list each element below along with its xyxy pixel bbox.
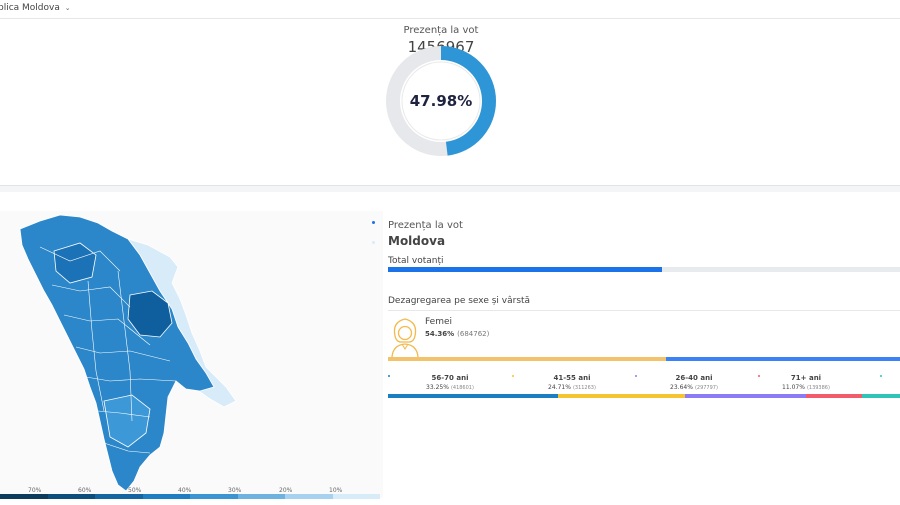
legend-dot	[372, 241, 375, 244]
divider	[388, 310, 900, 311]
age-group-stats: 33.25% (418601)	[395, 384, 505, 391]
age-group-0: 56-70 ani 33.25% (418601)	[395, 374, 505, 391]
age-bar-segment	[684, 394, 806, 398]
female-percent: 54.36%	[425, 330, 455, 338]
age-group-count: (297797)	[694, 385, 718, 391]
female-label: Femei	[425, 317, 453, 327]
female-stats: 54.36% (684762)	[425, 330, 489, 338]
age-group-label: 41-55 ani	[553, 374, 591, 382]
age-group-3: 71+ ani 11.07% (139386)	[756, 374, 856, 391]
legend-label: 20%	[279, 487, 293, 494]
map-main-region[interactable]	[19, 214, 215, 492]
age-bar-segment	[805, 394, 863, 398]
legend-swatch	[0, 494, 48, 499]
district-borders	[39, 246, 177, 454]
legend-swatch	[95, 494, 143, 499]
legend-swatch	[237, 494, 285, 499]
woman-avatar-icon	[391, 318, 419, 358]
donut-inner-ring	[401, 61, 481, 141]
age-bar-segment	[388, 394, 559, 398]
age-group-percent: 33.25%	[426, 384, 449, 391]
age-group-1: 41-55 ani 24.71% (311263)	[517, 374, 627, 391]
age-group-label: 71+ ani	[790, 374, 822, 382]
age-group-stats: 23.64% (297797)	[639, 384, 749, 391]
age-bar-segment	[558, 394, 685, 398]
total-voters-label: Total votanți	[388, 256, 444, 266]
legend-label: 10%	[329, 487, 343, 494]
gender-bar-male	[666, 357, 900, 361]
map-dark-region[interactable]	[127, 290, 173, 338]
map-mid-region[interactable]	[53, 242, 97, 284]
legend-swatch	[332, 494, 380, 499]
age-group-label: 56-70 ani	[431, 374, 469, 382]
age-group-dot	[880, 375, 882, 377]
gender-bar-female	[388, 357, 667, 361]
legend-swatch	[47, 494, 95, 499]
legend-dot	[372, 221, 375, 224]
total-voters-fill	[388, 267, 662, 272]
legend-swatch	[142, 494, 190, 499]
legend-swatch	[190, 494, 238, 499]
map-legend-bar	[0, 494, 380, 499]
age-group-count: (139386)	[806, 385, 830, 391]
region-selector[interactable]: blica Moldova ⌄	[0, 3, 71, 13]
legend-label: 40%	[178, 487, 192, 494]
disaggregation-label: Dezagregarea pe sexe și vârstă	[388, 296, 531, 306]
top-bar: blica Moldova ⌄	[0, 0, 900, 19]
turnout-percent: 47.98%	[409, 92, 473, 110]
legend-label: 70%	[28, 487, 42, 494]
age-group-dot	[635, 375, 637, 377]
region-selector-label: blica Moldova	[0, 3, 60, 13]
age-group-dot	[512, 375, 514, 377]
age-group-2: 26-40 ani 23.64% (297797)	[639, 374, 749, 391]
age-group-percent: 11.07%	[782, 384, 805, 391]
age-group-count: (311263)	[572, 385, 596, 391]
age-group-dot	[758, 375, 760, 377]
age-group-dot	[388, 375, 390, 377]
age-group-stats: 11.07% (139386)	[756, 384, 856, 391]
moldova-map[interactable]	[0, 211, 383, 494]
map-south-region[interactable]	[103, 394, 151, 448]
chevron-down-icon: ⌄	[64, 4, 71, 12]
female-count: (684762)	[457, 330, 490, 338]
age-group-count: (418601)	[450, 385, 474, 391]
age-group-percent: 24.71%	[548, 384, 571, 391]
legend-label: 30%	[228, 487, 242, 494]
legend-swatch	[285, 494, 333, 499]
age-group-label: 26-40 ani	[675, 374, 713, 382]
donut-fill	[386, 46, 496, 156]
legend-label: 50%	[128, 487, 142, 494]
legend-label: 60%	[78, 487, 92, 494]
details-title: Prezența la vot	[388, 220, 463, 231]
age-groups-bar	[388, 394, 900, 398]
turnout-label: Prezența la vot	[403, 25, 479, 36]
gender-bar	[388, 357, 900, 361]
age-bar-segment	[862, 394, 900, 398]
turnout-donut-chart	[386, 46, 496, 156]
age-group-percent: 23.64%	[670, 384, 693, 391]
age-group-stats: 24.71% (311263)	[517, 384, 627, 391]
details-region: Moldova	[388, 234, 446, 248]
total-voters-bar	[388, 267, 900, 272]
